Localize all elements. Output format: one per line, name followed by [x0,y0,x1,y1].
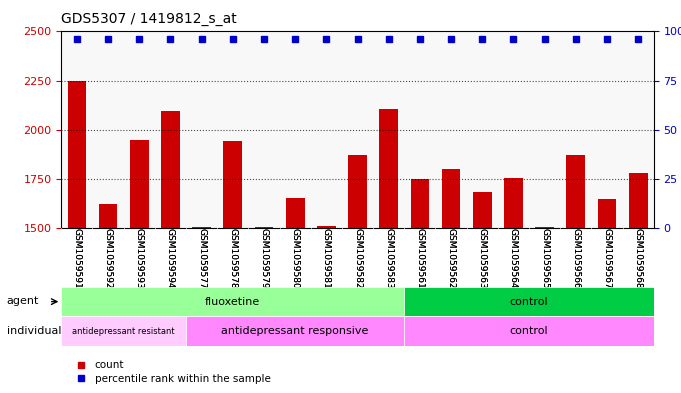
Bar [629,173,648,228]
FancyBboxPatch shape [405,287,654,316]
Text: GSM1059562: GSM1059562 [447,228,456,288]
Text: GSM1059594: GSM1059594 [166,228,175,288]
Bar [99,204,117,228]
Text: antidepressant resistant: antidepressant resistant [72,327,175,336]
Text: GSM1059567: GSM1059567 [603,228,612,289]
Text: GSM1059577: GSM1059577 [197,228,206,289]
FancyBboxPatch shape [186,316,405,346]
Text: GSM1059593: GSM1059593 [135,228,144,289]
Bar [161,111,180,228]
Text: GSM1059578: GSM1059578 [228,228,237,289]
Bar [567,155,585,228]
Text: fluoxetine: fluoxetine [205,297,260,307]
Text: GSM1059579: GSM1059579 [259,228,268,289]
Text: GDS5307 / 1419812_s_at: GDS5307 / 1419812_s_at [61,12,237,26]
Text: GSM1059567: GSM1059567 [603,228,612,289]
Text: GSM1059591: GSM1059591 [72,228,82,289]
Text: GSM1059583: GSM1059583 [384,228,393,289]
Bar [473,191,492,228]
Bar [223,141,242,228]
Text: GSM1059566: GSM1059566 [571,228,580,289]
FancyBboxPatch shape [61,316,186,346]
Legend: count, percentile rank within the sample: count, percentile rank within the sample [67,356,274,388]
Text: GSM1059582: GSM1059582 [353,228,362,288]
Text: GSM1059568: GSM1059568 [633,228,643,289]
Text: GSM1059564: GSM1059564 [509,228,518,288]
Text: GSM1059583: GSM1059583 [384,228,393,289]
Text: GSM1059591: GSM1059591 [72,228,82,289]
Text: GSM1059563: GSM1059563 [478,228,487,289]
Text: agent: agent [7,296,39,307]
Text: GSM1059582: GSM1059582 [353,228,362,288]
Text: GSM1059578: GSM1059578 [228,228,237,289]
Bar [504,178,523,228]
Bar [348,155,367,228]
Text: GSM1059581: GSM1059581 [322,228,331,289]
Text: GSM1059593: GSM1059593 [135,228,144,289]
Text: individual: individual [7,326,61,336]
Bar [411,179,429,228]
Text: GSM1059568: GSM1059568 [633,228,643,289]
Text: GSM1059592: GSM1059592 [104,228,112,288]
FancyBboxPatch shape [61,287,405,316]
Bar [535,227,554,228]
Text: control: control [509,326,548,336]
Text: GSM1059565: GSM1059565 [540,228,549,289]
Text: control: control [509,297,548,307]
Bar [379,109,398,228]
Bar [130,140,148,228]
FancyBboxPatch shape [405,316,654,346]
Text: GSM1059562: GSM1059562 [447,228,456,288]
Text: GSM1059561: GSM1059561 [415,228,424,289]
Bar [67,81,86,228]
Text: GSM1059564: GSM1059564 [509,228,518,288]
Text: GSM1059565: GSM1059565 [540,228,549,289]
Bar [317,226,336,228]
Text: antidepressant responsive: antidepressant responsive [221,326,369,336]
Text: GSM1059561: GSM1059561 [415,228,424,289]
Text: GSM1059563: GSM1059563 [478,228,487,289]
Bar [598,199,616,228]
Text: GSM1059577: GSM1059577 [197,228,206,289]
Text: GSM1059579: GSM1059579 [259,228,268,289]
Text: GSM1059566: GSM1059566 [571,228,580,289]
Text: GSM1059580: GSM1059580 [291,228,300,289]
Text: GSM1059581: GSM1059581 [322,228,331,289]
Bar [442,169,460,228]
Text: GSM1059592: GSM1059592 [104,228,112,288]
Bar [255,227,273,228]
Text: GSM1059580: GSM1059580 [291,228,300,289]
Bar [286,198,304,228]
Text: GSM1059594: GSM1059594 [166,228,175,288]
Bar [192,227,211,228]
